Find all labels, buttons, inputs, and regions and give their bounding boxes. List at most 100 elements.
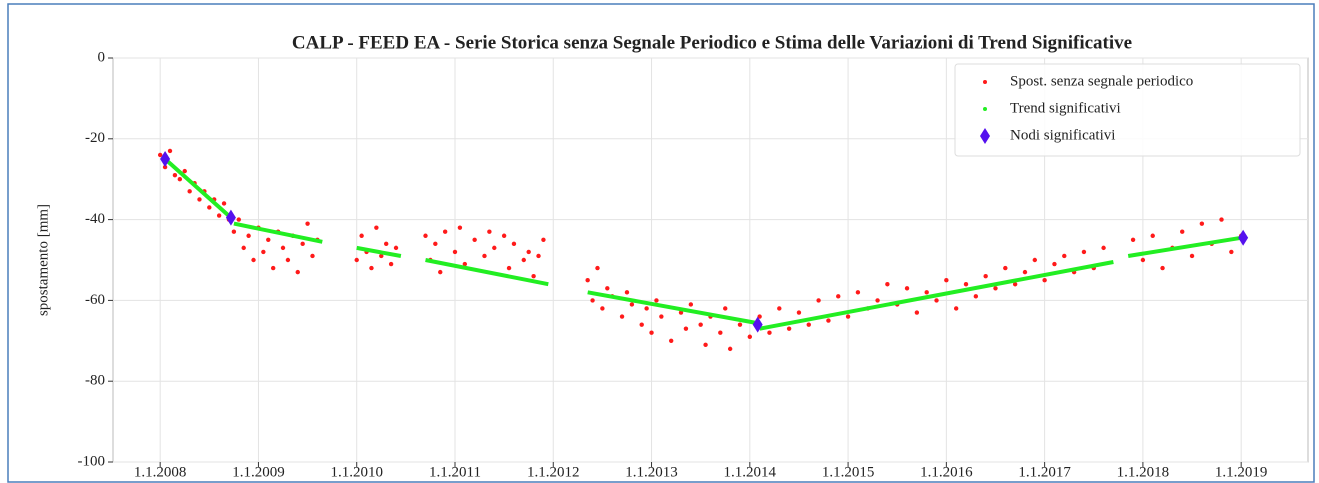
data-point bbox=[216, 213, 222, 218]
data-point bbox=[1150, 233, 1155, 238]
data-point bbox=[482, 253, 487, 259]
x-tick-label: 1.1.2016 bbox=[920, 464, 973, 480]
data-point bbox=[197, 197, 202, 202]
data-point bbox=[826, 318, 831, 323]
node-marker bbox=[1238, 229, 1249, 246]
data-point bbox=[423, 233, 428, 238]
data-point bbox=[605, 286, 610, 291]
data-point bbox=[595, 265, 600, 271]
data-point bbox=[300, 241, 305, 247]
data-point bbox=[703, 342, 708, 348]
data-point bbox=[531, 273, 536, 279]
data-point bbox=[1229, 249, 1234, 255]
y-tick-label: -80 bbox=[85, 373, 105, 389]
data-point bbox=[993, 286, 998, 291]
data-point bbox=[767, 330, 772, 335]
data-point bbox=[600, 306, 605, 311]
data-point bbox=[1199, 221, 1205, 226]
data-point bbox=[747, 334, 753, 339]
node-marker bbox=[160, 151, 171, 167]
data-point bbox=[1062, 253, 1067, 259]
data-point bbox=[806, 322, 811, 327]
data-point bbox=[236, 217, 241, 222]
data-point bbox=[629, 302, 635, 307]
data-point bbox=[162, 164, 168, 170]
y-tick-label: -100 bbox=[78, 453, 106, 469]
x-tick-label: 1.1.2011 bbox=[429, 464, 481, 480]
y-tick-label: -60 bbox=[85, 292, 105, 308]
data-point bbox=[167, 148, 173, 154]
legend-marker bbox=[983, 80, 987, 84]
grid: -100 -80 -60 -40 -20 0 1.1.2008 1.1.2009 1.1.201… bbox=[78, 49, 1308, 480]
legend-label: Nodi significativi bbox=[1010, 127, 1115, 143]
data-point bbox=[261, 249, 266, 255]
data-point bbox=[251, 257, 256, 263]
frame bbox=[7, 3, 1315, 483]
legend: Spost. senza segnale periodico Trend sign… bbox=[954, 63, 1301, 157]
data-point bbox=[305, 221, 310, 226]
trend-line bbox=[163, 157, 1242, 331]
data-point bbox=[757, 314, 762, 319]
data-point bbox=[359, 233, 364, 238]
data-point bbox=[177, 177, 183, 182]
data-point bbox=[924, 290, 929, 295]
data-point bbox=[885, 282, 890, 287]
y-tick-label: 0 bbox=[98, 49, 106, 65]
data-point bbox=[280, 245, 286, 251]
x-tick-label: 1.1.2019 bbox=[1215, 464, 1268, 480]
data-point bbox=[737, 322, 743, 327]
data-point bbox=[845, 314, 851, 319]
data-point bbox=[1052, 261, 1057, 267]
legend-marker bbox=[980, 128, 990, 144]
data-point bbox=[1180, 229, 1185, 234]
data-point bbox=[487, 229, 492, 234]
data-point bbox=[285, 257, 291, 263]
data-point bbox=[1160, 265, 1165, 271]
legend-box bbox=[954, 63, 1301, 157]
data-point bbox=[914, 310, 920, 315]
data-point bbox=[983, 273, 988, 279]
data-point bbox=[462, 261, 468, 267]
data-point bbox=[953, 306, 959, 311]
data-point bbox=[718, 330, 723, 335]
chart-title: CALP - FEED EA - Serie Storica senza Seg… bbox=[292, 32, 1132, 53]
data-point bbox=[1140, 257, 1146, 263]
data-point bbox=[374, 225, 379, 230]
x-tick-label: 1.1.2008 bbox=[134, 464, 187, 480]
data-point bbox=[1022, 269, 1028, 275]
y-tick-label: -40 bbox=[85, 211, 105, 227]
data-point bbox=[270, 265, 276, 271]
node-marker bbox=[752, 316, 763, 333]
data-point bbox=[963, 282, 969, 287]
data-point bbox=[369, 265, 374, 271]
data-point bbox=[231, 229, 237, 234]
data-point bbox=[501, 233, 507, 238]
data-point bbox=[526, 249, 531, 255]
data-point bbox=[619, 314, 625, 319]
data-point bbox=[1081, 249, 1087, 255]
data-point bbox=[644, 306, 649, 311]
data-point bbox=[472, 237, 477, 242]
data-point bbox=[379, 253, 384, 259]
x-tick-label: 1.1.2010 bbox=[330, 464, 383, 480]
data-point bbox=[624, 290, 630, 295]
data-point bbox=[688, 302, 694, 307]
data-point bbox=[973, 294, 979, 299]
data-point bbox=[492, 245, 497, 251]
data-point bbox=[241, 245, 246, 251]
data-point bbox=[934, 298, 939, 303]
data-point bbox=[875, 298, 880, 303]
data-point bbox=[1042, 278, 1047, 283]
data-point bbox=[452, 249, 458, 255]
data-point bbox=[904, 286, 910, 291]
x-tick-label: 1.1.2012 bbox=[527, 464, 580, 480]
legend-label: Trend significativi bbox=[1010, 100, 1121, 116]
data-point bbox=[383, 241, 389, 247]
data-point bbox=[796, 310, 802, 315]
data-point bbox=[944, 278, 949, 283]
data-point bbox=[659, 314, 664, 319]
data-point bbox=[393, 245, 399, 251]
data-point bbox=[777, 306, 782, 311]
legend-label: Spost. senza segnale periodico bbox=[1010, 73, 1193, 89]
data-point bbox=[295, 269, 300, 275]
